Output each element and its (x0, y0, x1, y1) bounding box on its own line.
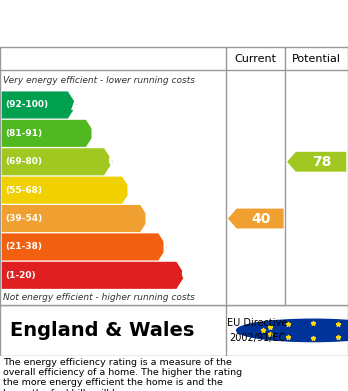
Text: (1-20): (1-20) (5, 271, 36, 280)
Polygon shape (2, 148, 113, 175)
Text: (55-68): (55-68) (5, 186, 42, 195)
Text: (81-91): (81-91) (5, 129, 42, 138)
Text: The energy efficiency rating is a measure of the
overall efficiency of a home. T: The energy efficiency rating is a measur… (3, 357, 243, 391)
Polygon shape (2, 205, 149, 232)
Text: (39-54): (39-54) (5, 214, 42, 223)
Polygon shape (2, 91, 77, 118)
Text: 2002/91/EC: 2002/91/EC (229, 333, 286, 343)
Polygon shape (287, 152, 346, 172)
Polygon shape (2, 262, 185, 289)
Polygon shape (2, 120, 95, 147)
Text: Potential: Potential (292, 54, 341, 63)
Text: E: E (144, 210, 155, 228)
Text: England & Wales: England & Wales (10, 321, 195, 340)
Text: B: B (89, 124, 102, 142)
Text: (21-38): (21-38) (5, 242, 42, 251)
Polygon shape (2, 233, 167, 260)
Text: 40: 40 (251, 212, 271, 226)
Text: Energy Efficiency Rating: Energy Efficiency Rating (10, 14, 258, 32)
Text: (69-80): (69-80) (5, 157, 42, 166)
Text: D: D (126, 181, 140, 199)
Text: Very energy efficient - lower running costs: Very energy efficient - lower running co… (3, 76, 196, 85)
Polygon shape (228, 208, 284, 228)
Text: Current: Current (235, 54, 277, 63)
Text: 78: 78 (312, 155, 332, 169)
Text: (92-100): (92-100) (5, 100, 48, 109)
Text: C: C (108, 153, 120, 171)
Polygon shape (2, 177, 131, 204)
Text: EU Directive: EU Directive (227, 318, 288, 328)
Text: Not energy efficient - higher running costs: Not energy efficient - higher running co… (3, 293, 195, 302)
Circle shape (237, 319, 348, 342)
Text: F: F (162, 238, 173, 256)
Text: A: A (71, 96, 84, 114)
Text: G: G (180, 266, 194, 284)
